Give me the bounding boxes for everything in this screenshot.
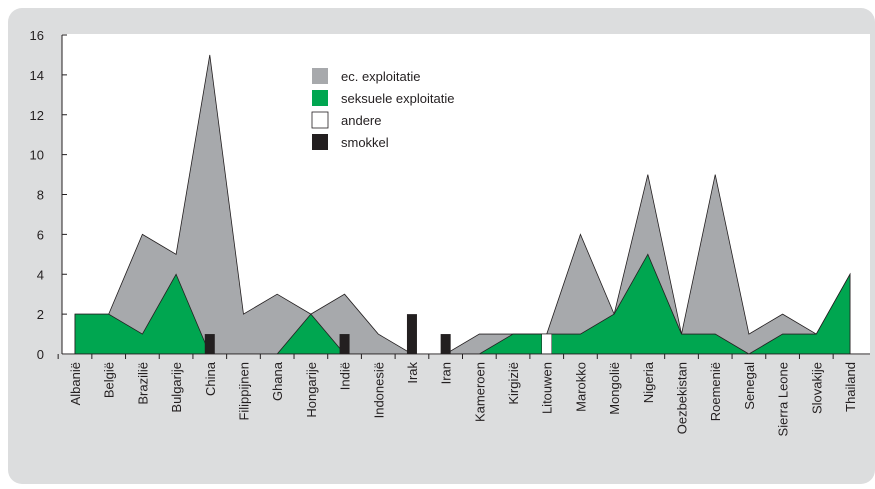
x-tick-label: Hongarije xyxy=(304,362,319,418)
legend-label: ec. exploitatie xyxy=(341,69,421,84)
x-tick-label: Bulgarije xyxy=(169,362,184,413)
x-tick-label: Nigeria xyxy=(641,361,656,403)
y-tick-label: 12 xyxy=(30,108,44,123)
y-tick-label: 0 xyxy=(37,347,44,362)
x-tick-label: China xyxy=(203,361,218,396)
x-tick-label: Oezbekistan xyxy=(675,362,690,434)
y-tick-label: 14 xyxy=(30,68,44,83)
x-tick-label: Albanië xyxy=(68,362,83,405)
x-tick-label: Filippijnen xyxy=(236,362,251,421)
y-tick-label: 6 xyxy=(37,227,44,242)
x-tick-label: Sierra Leone xyxy=(776,362,791,436)
x-tick-label: Brazilië xyxy=(135,362,150,405)
x-tick-label: Thailand xyxy=(843,362,858,412)
bar xyxy=(440,334,451,354)
legend-label: andere xyxy=(341,113,381,128)
y-tick-label: 4 xyxy=(37,267,44,282)
legend-swatch xyxy=(312,68,328,84)
bar xyxy=(339,334,350,354)
bar xyxy=(204,334,215,354)
legend-label: seksuele exploitatie xyxy=(341,91,454,106)
x-tick-label: Roemenië xyxy=(708,362,723,421)
y-tick-label: 16 xyxy=(30,28,44,43)
x-tick-label: Senegal xyxy=(742,362,757,410)
x-tick-label: Irak xyxy=(405,362,420,384)
x-tick-label: België xyxy=(102,362,117,398)
legend-swatch xyxy=(311,111,329,129)
x-tick-label: Indonesië xyxy=(371,362,386,418)
legend-label: smokkel xyxy=(341,135,389,150)
y-tick-label: 2 xyxy=(37,307,44,322)
x-tick-label: Litouwen xyxy=(540,362,555,414)
x-tick-label: Iran xyxy=(439,362,454,384)
x-tick-label: Slovakije xyxy=(809,362,824,414)
bar xyxy=(406,314,417,354)
x-tick-label: Ghana xyxy=(270,361,285,401)
x-tick-label: Marokko xyxy=(573,362,588,412)
y-tick-label: 8 xyxy=(37,188,44,203)
x-tick-label: Kirgizië xyxy=(506,362,521,405)
y-tick-label: 10 xyxy=(30,148,44,163)
x-tick-label: Mongolië xyxy=(607,362,622,415)
legend-swatch xyxy=(312,134,328,150)
legend-swatch xyxy=(312,90,328,106)
bar xyxy=(541,333,552,355)
x-tick-label: Kameroen xyxy=(472,362,487,422)
x-tick-label: Indië xyxy=(338,362,353,390)
